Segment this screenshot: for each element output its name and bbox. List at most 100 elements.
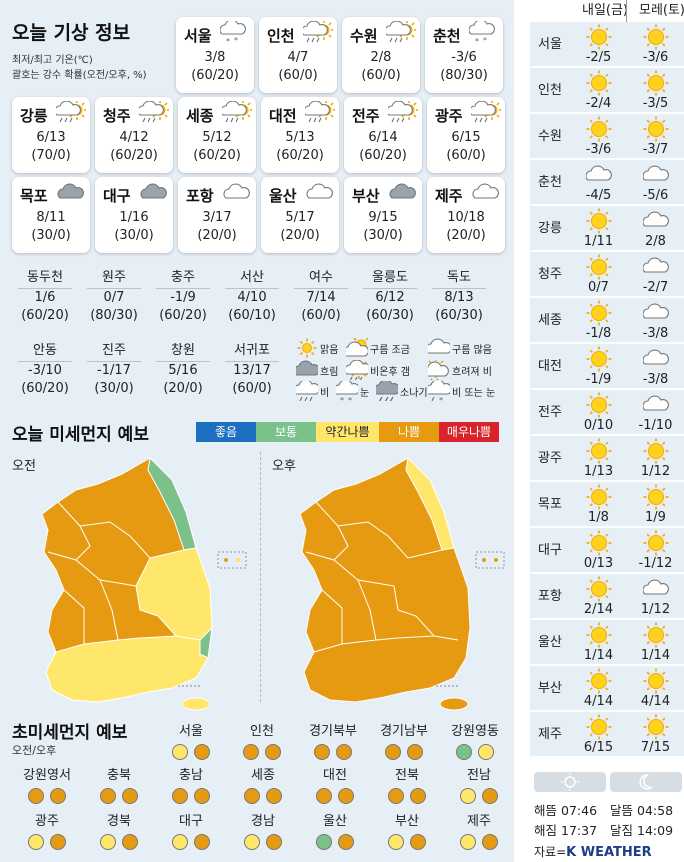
weather-icon xyxy=(384,20,417,45)
moonrise: 달뜸 04:58 xyxy=(610,803,674,818)
sun-icon xyxy=(643,530,668,556)
row-divider xyxy=(530,342,684,344)
city-temp: 4/12 xyxy=(119,130,149,145)
rain-icon xyxy=(296,381,318,401)
pm-dot-pm xyxy=(410,788,426,804)
pm-region: 충남 xyxy=(150,766,232,808)
legend-label: 흐려져 비 xyxy=(452,366,492,378)
map-am-south xyxy=(45,635,209,703)
row-divider xyxy=(530,158,684,160)
svg-text:*: * xyxy=(234,36,238,45)
city-card: 부산 9/15 (30/0) xyxy=(344,177,422,253)
sun-icon xyxy=(586,300,611,326)
forecast-day1: 0/13 xyxy=(570,528,627,572)
forecast-day1-temp: 1/8 xyxy=(588,510,609,525)
legend-label: 비 또는 눈 xyxy=(452,387,496,399)
pm-region: 세종 xyxy=(222,766,304,808)
legend-label: 구름 조금 xyxy=(370,344,410,356)
legend-item: 구름 조금 xyxy=(346,338,410,358)
pm-region-name: 인천 xyxy=(250,724,274,739)
row-divider xyxy=(530,112,684,114)
forecast-day2-temp: -3/8 xyxy=(642,326,669,341)
forecast-day2: 2/8 xyxy=(627,206,684,250)
sun-icon xyxy=(643,484,668,510)
city-precip: (60/20) xyxy=(276,148,324,163)
pm-region-name: 서울 xyxy=(179,724,203,739)
pm-region-name: 충남 xyxy=(179,768,203,783)
city-temp: -3/6 xyxy=(451,50,477,65)
city-card: 대전 5/13 (60/20) xyxy=(261,97,339,173)
pm-region: 울산 xyxy=(294,812,376,854)
city-precip: (60/20) xyxy=(110,148,158,163)
city-temp: 5/12 xyxy=(202,130,232,145)
city-name: 제주 xyxy=(435,187,463,205)
city-name: 진주 xyxy=(102,343,126,358)
forecast-day1-temp: 1/11 xyxy=(583,234,614,249)
row-divider xyxy=(530,480,684,482)
left-panel: 오늘 기상 정보 최저/최고 기온(℃) 괄호는 강수 확률(오전/오후, %)… xyxy=(0,0,514,862)
pm-dot-am xyxy=(385,744,401,760)
city-precip: (60/10) xyxy=(228,308,276,323)
pm-dot-pm xyxy=(266,834,282,850)
sun-icon xyxy=(586,576,611,602)
forecast-row: 세종 -1/8 -3/8 xyxy=(530,298,684,344)
legend-label: 소나기 xyxy=(400,387,428,399)
sun-icon xyxy=(586,438,611,464)
forecast-row: 제주 6/15 7/15 xyxy=(530,712,684,758)
city-temp: 3/8 xyxy=(204,50,226,65)
pm-dot-pm xyxy=(50,834,66,850)
city-name: 울산 xyxy=(269,187,297,205)
pm-region: 강원영동 xyxy=(434,722,516,764)
weather-icon: * * xyxy=(219,19,250,46)
pm-region-name: 세종 xyxy=(251,768,275,783)
forecast-day2: -1/10 xyxy=(627,390,684,434)
city-name: 독도 xyxy=(447,270,471,285)
forecast-day1-temp: 2/14 xyxy=(583,602,614,617)
pm-dot-pm xyxy=(122,788,138,804)
overcast-icon xyxy=(389,183,416,199)
city-precip: (60/20) xyxy=(21,308,69,323)
pm-region: 전남 xyxy=(438,766,520,808)
forecast-day2-temp: 1/12 xyxy=(640,464,671,479)
forecast-day2: 1/12 xyxy=(627,436,684,480)
forecast-day2: 1/14 xyxy=(627,620,684,664)
map-pm xyxy=(299,456,505,711)
forecast-city: 포항 xyxy=(538,589,562,604)
pm-dot-pm xyxy=(194,788,210,804)
pm-region: 광주 xyxy=(6,812,88,854)
forecast-row: 강릉 1/11 2/8 xyxy=(530,206,684,252)
city-precip: (20/0) xyxy=(163,381,203,396)
city-name: 창원 xyxy=(171,343,195,358)
city-cell: 충주 -1/9 (60/20) xyxy=(150,268,216,328)
forecast-day1: -2/4 xyxy=(570,68,627,112)
sun-outline-icon xyxy=(561,773,579,791)
dust-level: 약간나쁨 xyxy=(316,422,379,442)
row-divider xyxy=(530,572,684,574)
pm-dot-pm xyxy=(338,834,354,850)
city-temp: 4/10 xyxy=(237,290,267,305)
pm-region-name: 경북 xyxy=(107,814,131,829)
forecast-day1: -3/6 xyxy=(570,114,627,158)
forecast-day1: 4/14 xyxy=(570,666,627,710)
pm-region: 경기북부 xyxy=(292,722,374,764)
pm-dot-pm xyxy=(478,744,494,760)
pm-dot-am xyxy=(243,744,259,760)
sun-icon xyxy=(586,530,611,556)
city-name: 서울 xyxy=(184,27,212,45)
forecast-day1-temp: -2/5 xyxy=(585,50,612,65)
cloudy-icon xyxy=(642,579,669,595)
map-pm-islands-box xyxy=(475,551,505,569)
pm-region-name: 대전 xyxy=(323,768,347,783)
rain-or-snow-icon: * xyxy=(428,381,450,401)
city-temp: 2/8 xyxy=(370,50,392,65)
subtitle-line-2: 괄호는 강수 확률(오전/오후, %) xyxy=(12,70,147,81)
cell-divider xyxy=(87,288,141,289)
forecast-day1-temp: -1/8 xyxy=(585,326,612,341)
dust-level: 좋음 xyxy=(196,422,256,442)
cloudy-icon xyxy=(472,183,499,199)
forecast-row: 청주 0/7 -2/7 xyxy=(530,252,684,298)
city-precip: (60/20) xyxy=(359,148,407,163)
sunset: 해짐 17:37 xyxy=(534,823,598,838)
dust-title: 오늘 미세먼지 예보 xyxy=(12,425,149,445)
rain-then-sun-icon xyxy=(301,20,334,43)
